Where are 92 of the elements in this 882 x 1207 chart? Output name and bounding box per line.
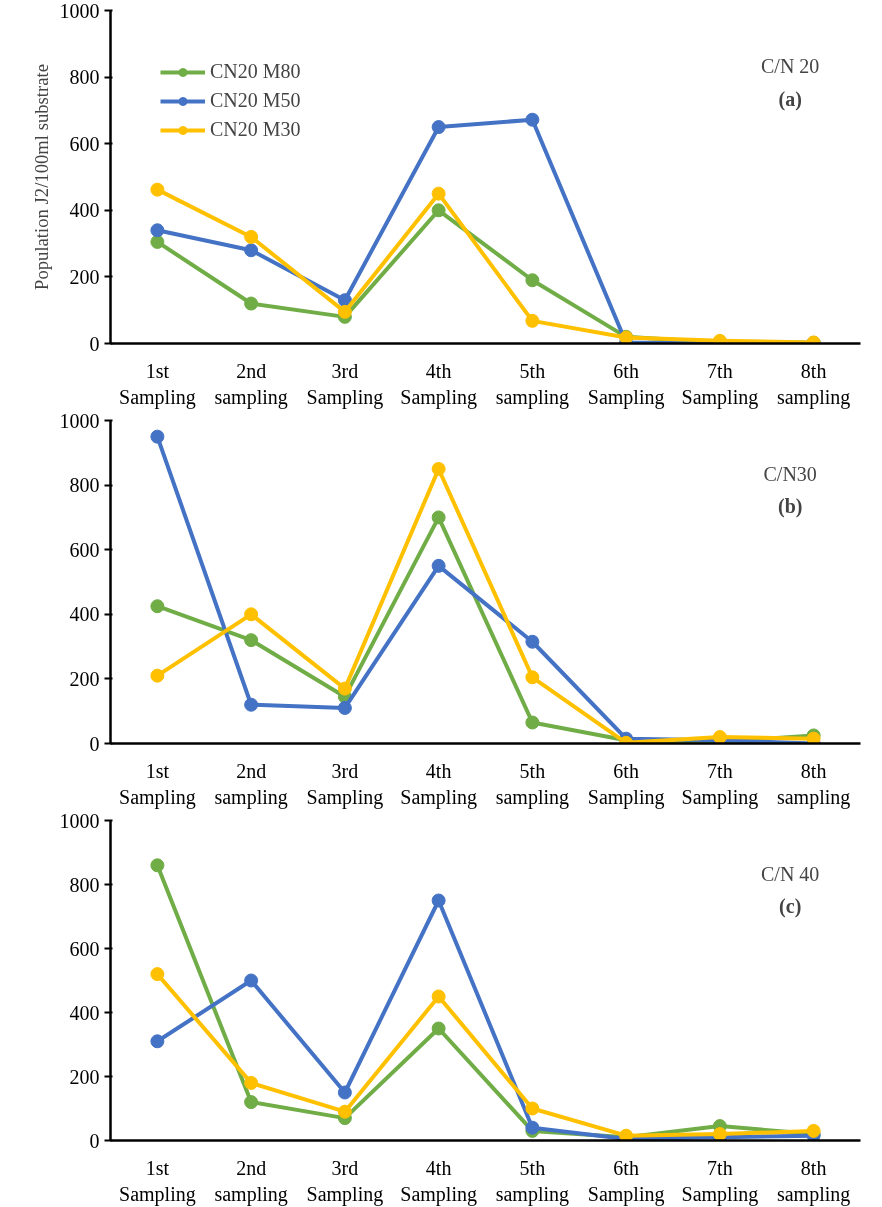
y-tick-label: 800 — [69, 474, 100, 497]
y-tick-label: 1000 — [59, 809, 100, 832]
point — [244, 607, 259, 622]
point — [525, 112, 540, 127]
point — [431, 893, 446, 908]
point — [150, 234, 165, 249]
point — [431, 558, 446, 573]
x-tick-label: 5th sampling — [495, 1156, 570, 1206]
x-tick-label: 3rd Sampling — [306, 1156, 384, 1206]
y-tick-label: 600 — [69, 132, 100, 155]
x-tick-label: 2nd sampling — [214, 759, 288, 809]
point — [150, 223, 165, 238]
x-tick-label: 5th sampling — [495, 759, 570, 809]
x-tick-label: 1st Sampling — [119, 759, 196, 809]
point — [150, 668, 165, 683]
point — [244, 1075, 259, 1090]
y-tick-label: 0 — [89, 332, 100, 355]
y-tick-label: 200 — [69, 265, 100, 288]
y-tick-label: 600 — [69, 538, 100, 561]
point — [431, 1021, 446, 1036]
y-tick-label: 0 — [89, 1129, 100, 1152]
point — [150, 1034, 165, 1049]
annotation: C/N 20 — [761, 55, 820, 78]
annotation: (b) — [777, 495, 803, 519]
point — [525, 273, 540, 288]
x-tick-label: 7th Sampling — [681, 1156, 759, 1206]
x-tick-label: 3rd Sampling — [306, 359, 384, 409]
point — [244, 296, 259, 311]
annotation: C/N 40 — [761, 862, 820, 885]
x-tick-label: 2nd sampling — [214, 1156, 288, 1206]
x-tick-label: 3rd Sampling — [306, 759, 384, 809]
point — [244, 633, 259, 648]
point — [431, 461, 446, 476]
y-tick-label: 200 — [69, 1065, 100, 1088]
y-tick-label: 400 — [69, 1001, 100, 1024]
x-tick-label: 2nd sampling — [214, 359, 288, 409]
point — [337, 1085, 352, 1100]
annotation: (a) — [778, 88, 802, 112]
point — [431, 989, 446, 1004]
point — [431, 510, 446, 525]
x-tick-label: 7th Sampling — [681, 359, 759, 409]
point — [525, 634, 540, 649]
annotation: C/N30 — [763, 463, 817, 486]
y-axis-title: Population J2/100ml substrate — [30, 64, 52, 290]
point — [525, 715, 540, 730]
legend-label: CN20 M80 — [210, 60, 301, 83]
x-tick-label: 8th sampling — [776, 359, 851, 409]
x-tick-label: 6th Sampling — [587, 1156, 665, 1206]
point — [244, 229, 259, 244]
y-tick-label: 0 — [89, 732, 100, 755]
point — [337, 1104, 352, 1119]
x-tick-label: 8th sampling — [776, 759, 851, 809]
point — [431, 120, 446, 135]
legend-label: CN20 M50 — [210, 89, 301, 112]
x-tick-label: 5th sampling — [495, 359, 570, 409]
x-tick-label: 6th Sampling — [587, 359, 665, 409]
x-tick-label: 6th Sampling — [587, 759, 665, 809]
point — [525, 670, 540, 685]
point — [150, 182, 165, 197]
point — [244, 697, 259, 712]
point — [244, 1095, 259, 1110]
y-tick-label: 1000 — [59, 409, 100, 432]
point — [150, 429, 165, 444]
point — [806, 1123, 821, 1138]
x-tick-label: 1st Sampling — [119, 1156, 196, 1206]
y-tick-label: 400 — [69, 603, 100, 626]
x-tick-label: 4th Sampling — [400, 359, 477, 409]
annotation: (c) — [779, 894, 802, 918]
point — [431, 186, 446, 201]
point — [525, 313, 540, 328]
point — [525, 1101, 540, 1116]
point — [244, 243, 259, 258]
point — [337, 700, 352, 715]
point — [337, 681, 352, 696]
y-tick-label: 400 — [69, 199, 100, 222]
y-tick-label: 1000 — [59, 0, 100, 22]
x-tick-label: 1st Sampling — [119, 359, 196, 409]
point — [431, 203, 446, 218]
x-tick-label: 7th Sampling — [681, 759, 759, 809]
legend-label: CN20 M30 — [210, 118, 301, 141]
point — [337, 304, 352, 319]
y-tick-label: 600 — [69, 937, 100, 960]
x-tick-label: 4th Sampling — [400, 759, 477, 809]
x-tick-label: 8th sampling — [776, 1156, 851, 1206]
x-tick-label: 4th Sampling — [400, 1156, 477, 1206]
y-tick-label: 800 — [69, 66, 100, 89]
point — [244, 973, 259, 988]
point — [150, 967, 165, 982]
y-tick-label: 800 — [69, 873, 100, 896]
point — [150, 599, 165, 614]
point — [150, 858, 165, 873]
y-tick-label: 200 — [69, 667, 100, 690]
